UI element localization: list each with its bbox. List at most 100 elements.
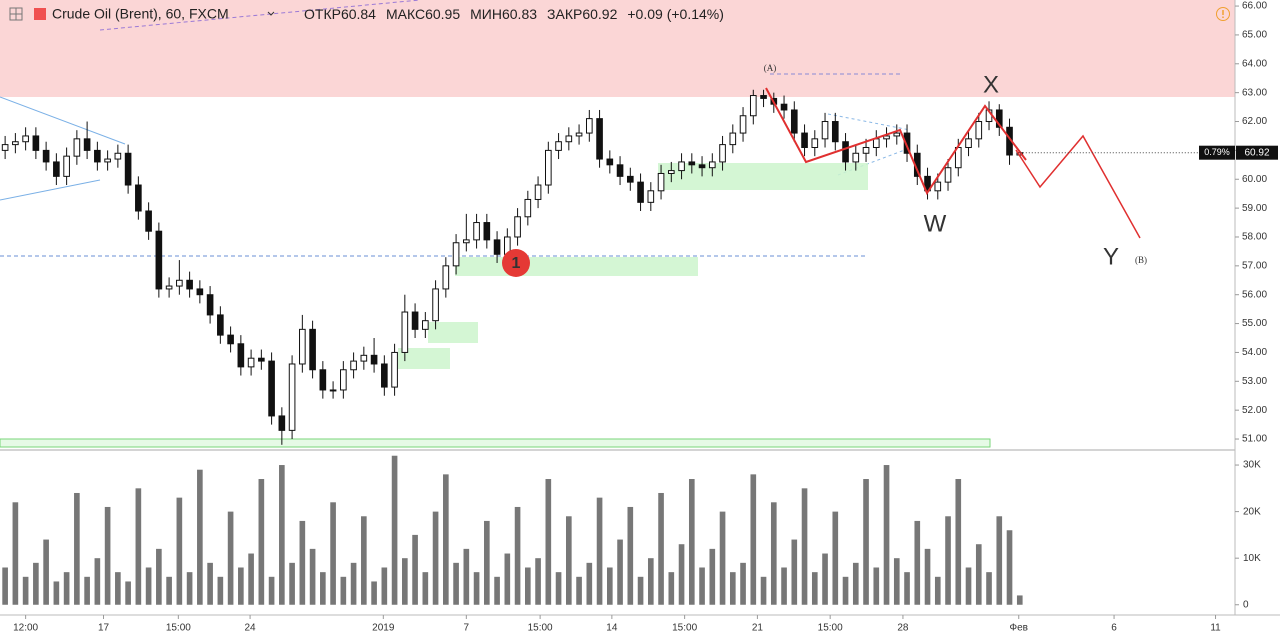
volume-bar bbox=[473, 572, 480, 605]
volume-bar bbox=[873, 567, 880, 605]
y-tick-label: 58.00 bbox=[1242, 232, 1267, 243]
candle-body bbox=[780, 103, 788, 111]
x-tick-label: 2019 bbox=[372, 623, 395, 634]
volume-bar bbox=[340, 576, 347, 605]
triangle-line bbox=[827, 113, 911, 131]
demand-zone bbox=[428, 322, 478, 343]
candle-body bbox=[678, 161, 685, 172]
volume-bar bbox=[832, 511, 839, 605]
wave-label: Y bbox=[1103, 243, 1119, 270]
volume-bar bbox=[381, 567, 388, 605]
y-tick-label: 57.00 bbox=[1242, 260, 1267, 271]
volume-bar bbox=[207, 562, 213, 605]
event-marker-label[interactable]: 1 bbox=[512, 255, 521, 272]
volume-bar bbox=[145, 567, 152, 605]
demand-zone bbox=[398, 348, 450, 369]
x-tick-label: 21 bbox=[752, 623, 764, 634]
y-tick-label: 59.00 bbox=[1242, 203, 1267, 214]
label: МИН bbox=[470, 6, 502, 22]
value: 60.83 bbox=[502, 6, 537, 22]
triangle-line bbox=[0, 179, 101, 201]
label: МАКС bbox=[386, 6, 425, 22]
volume-bar bbox=[1006, 530, 1013, 605]
volume-bar bbox=[176, 497, 183, 605]
candle-body bbox=[545, 149, 552, 186]
candle-body bbox=[708, 161, 716, 169]
volume-bar bbox=[443, 474, 449, 605]
x-tick-label: 6 bbox=[1111, 623, 1117, 634]
wave-line bbox=[765, 87, 1027, 196]
candle-body bbox=[626, 175, 634, 183]
volume-bar bbox=[678, 544, 685, 605]
volume-bar bbox=[535, 558, 541, 605]
candle-body bbox=[350, 360, 357, 371]
volume-bar bbox=[586, 562, 593, 605]
candle-body bbox=[370, 354, 378, 365]
candle-body bbox=[206, 294, 214, 316]
last-price-badge bbox=[1236, 145, 1278, 160]
last-price-label: 60.92 bbox=[1244, 147, 1269, 158]
candle-body bbox=[852, 152, 860, 163]
y-tick-label: 53.00 bbox=[1242, 376, 1267, 387]
volume-bar bbox=[740, 562, 746, 605]
y-tick-label: 55.00 bbox=[1242, 318, 1267, 329]
candle-body bbox=[473, 222, 480, 241]
ohlc-label: ОТКР60.84 МАКС60.95 МИН60.83 ЗАКР60.92 +0.09… bbox=[304, 6, 724, 22]
change-badge-label: 0.79% bbox=[1204, 147, 1230, 157]
volume-bar bbox=[463, 548, 470, 605]
volume-bar bbox=[719, 511, 726, 605]
volume-bar bbox=[617, 539, 623, 605]
candle-body bbox=[944, 167, 952, 183]
candle-body bbox=[934, 181, 942, 192]
volume-bar bbox=[94, 558, 101, 605]
candle-body bbox=[821, 121, 829, 140]
candle-body bbox=[329, 389, 337, 392]
volume-bar bbox=[166, 576, 172, 605]
dropdown-icon[interactable] bbox=[267, 11, 275, 16]
drawings bbox=[0, 0, 991, 448]
volume-bar bbox=[412, 534, 418, 605]
volume-tick-label: 0 bbox=[1243, 599, 1249, 610]
event-marker[interactable] bbox=[502, 249, 530, 277]
volume-bar bbox=[514, 506, 521, 605]
wave-label: X bbox=[983, 71, 999, 98]
candle-body bbox=[565, 135, 573, 143]
x-tick-label: 14 bbox=[606, 623, 618, 634]
alert-icon[interactable] bbox=[1216, 7, 1230, 21]
volume-bar bbox=[227, 511, 234, 605]
volume-bar bbox=[391, 455, 398, 605]
volume-bar bbox=[647, 558, 654, 605]
candle-body bbox=[903, 132, 911, 154]
candle-body bbox=[268, 360, 275, 417]
candle-body bbox=[258, 357, 265, 362]
volume-bar bbox=[545, 479, 552, 605]
volume-bar bbox=[555, 572, 562, 605]
volume-tick-label: 10K bbox=[1243, 553, 1261, 564]
candle-body bbox=[872, 138, 880, 148]
symbol[interactable]: Crude Oil (Brent), 60, FXCM bbox=[52, 6, 229, 22]
volume-bar bbox=[371, 581, 377, 605]
candle-body bbox=[176, 279, 183, 287]
volume-bar bbox=[688, 479, 695, 605]
volume-bar bbox=[729, 572, 736, 605]
candle-body bbox=[422, 320, 429, 330]
candle-body bbox=[104, 158, 111, 163]
header: Crude Oil (Brent), 60, FXCM ОТКР60.84 МАК… bbox=[9, 6, 1230, 22]
candle-body bbox=[12, 141, 19, 146]
volume-bar bbox=[1016, 595, 1023, 605]
y-tick-label: 64.00 bbox=[1242, 58, 1267, 69]
volume-bar bbox=[996, 516, 1003, 605]
candle-body bbox=[381, 363, 388, 388]
volume-tick-label: 30K bbox=[1243, 460, 1261, 471]
symbol-icon bbox=[34, 8, 46, 20]
trend-line bbox=[99, 0, 421, 31]
candle-body bbox=[760, 95, 767, 99]
x-tick-label: 15:00 bbox=[528, 623, 553, 634]
candle-body bbox=[135, 184, 142, 212]
volume-bar bbox=[863, 479, 869, 605]
value: 60.92 bbox=[582, 6, 617, 22]
y-tick-label: 60.00 bbox=[1242, 174, 1267, 185]
volume-bar bbox=[945, 516, 951, 605]
candle-body bbox=[401, 311, 409, 353]
change: +0.09 (+0.14%) bbox=[627, 6, 724, 22]
